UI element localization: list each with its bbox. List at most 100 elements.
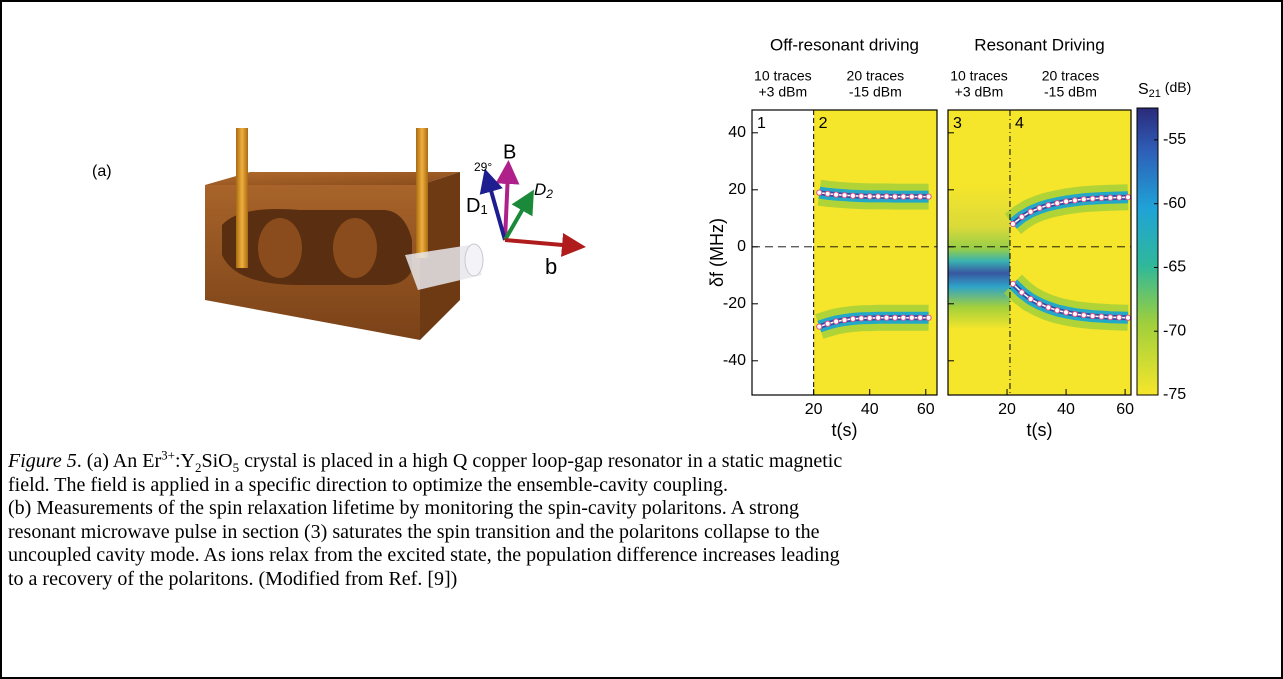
data-point: [908, 193, 915, 200]
data-point: [917, 193, 924, 200]
angle-label: 29°: [474, 160, 492, 174]
caption-line: field. The field is applied in a specifi…: [8, 473, 728, 496]
section-number: 3: [953, 115, 962, 132]
panel-title: Resonant Driving: [974, 35, 1104, 54]
data-point: [900, 193, 907, 200]
axis-label: D: [534, 180, 546, 199]
caption-line: uncoupled cavity mode. As ions relax fro…: [8, 544, 840, 566]
x-tick-label: 20: [805, 401, 823, 418]
data-point: [1107, 194, 1114, 201]
caption-text: crystal is placed in a high Q copper loo…: [239, 450, 843, 472]
data-point: [1124, 314, 1132, 321]
plot-frame: [751, 109, 938, 396]
data-point: [891, 193, 899, 200]
data-point: [1089, 312, 1096, 320]
axis-label: D2: [534, 180, 553, 201]
resonator-illustration: [205, 128, 484, 340]
data-point: [908, 314, 915, 321]
heatmap-background: [813, 110, 937, 395]
section-number: 4: [1015, 115, 1024, 132]
colorbar-tick-label: -75: [1163, 386, 1186, 403]
data-point: [1045, 304, 1052, 311]
data-point: [849, 315, 857, 323]
data-point: [1018, 289, 1025, 296]
caption-text: 2: [194, 460, 202, 475]
data-point: [875, 314, 882, 321]
caption-text: :Y: [174, 450, 195, 472]
colorbar-tick-label: -60: [1163, 195, 1186, 212]
data-point: [1036, 300, 1043, 307]
data-point: [816, 189, 823, 196]
data-point: [1116, 314, 1123, 321]
axis-label: D1: [466, 195, 488, 217]
y-axis-label: δf (MHz): [707, 218, 727, 287]
data-point: [1071, 310, 1079, 318]
caption-text: 5: [232, 460, 240, 475]
figure: (a) 29° B D1 D2 b 20 40 60-40-2002040t(s)δ…: [92, 35, 1191, 439]
section-header: 20 traces: [847, 68, 905, 84]
caption: Figure 5. (a) An Er3+:Y2SiO5 crystal is …: [8, 447, 1278, 591]
data-point: [883, 193, 890, 200]
y-tick-label: 20: [728, 181, 746, 198]
data-point: [1054, 200, 1061, 207]
colorbar-tick-label: -55: [1163, 131, 1186, 148]
x-tick-label: 60: [917, 401, 935, 418]
data-point: [1009, 280, 1017, 287]
axis-label: b: [545, 254, 557, 279]
axes-illustration: [479, 160, 586, 257]
axis-subscript: 1: [480, 202, 487, 217]
axis-subscript: 2: [545, 187, 553, 201]
caption-text: 3+: [161, 447, 175, 463]
data-point: [841, 192, 848, 199]
heatmap-background: [1009, 110, 1131, 395]
caption-text: Figure 5: [8, 450, 77, 472]
y-tick-label: -40: [723, 352, 746, 369]
data-point: [925, 193, 932, 200]
data-point: [891, 314, 899, 321]
x-tick-label: 60: [1116, 401, 1134, 418]
x-tick-label: 40: [1057, 401, 1075, 418]
caption-text: SiO: [201, 450, 233, 472]
saturated-region: [948, 184, 1010, 356]
data-point: [900, 314, 907, 321]
data-point: [816, 323, 823, 330]
colorbar-tick-label: -65: [1163, 259, 1186, 276]
data-point: [1018, 213, 1025, 220]
data-point: [1098, 194, 1105, 202]
data-point: [1071, 197, 1079, 204]
data-point: [917, 314, 924, 321]
x-tick-label: 40: [861, 401, 879, 418]
caption-line: resonant microwave pulse in section (3) …: [8, 520, 820, 543]
data-point: [1116, 194, 1123, 201]
section-header: -15 dBm: [849, 84, 902, 100]
section-header: +3 dBm: [759, 84, 808, 100]
data-point: [925, 314, 932, 321]
data-point: [1009, 220, 1017, 228]
panel-title: Off-resonant driving: [770, 35, 919, 54]
data-point: [824, 190, 831, 197]
y-tick-label: -20: [723, 295, 746, 312]
data-point: [832, 318, 840, 325]
data-point: [1062, 198, 1070, 205]
data-point: [866, 314, 873, 322]
caption-text: . (a) An Er: [76, 450, 162, 472]
section-header: 10 traces: [950, 68, 1008, 84]
colorbar: [1136, 107, 1159, 396]
data-point: [1045, 202, 1052, 209]
caption-line: to a recovery of the polaritons. (Modifi…: [8, 567, 458, 590]
data-point: [832, 191, 840, 198]
data-point: [1036, 204, 1043, 212]
colorbar-label: S: [1138, 81, 1149, 98]
data-point: [858, 315, 865, 322]
data-point: [1080, 196, 1087, 203]
data-point: [1027, 295, 1034, 303]
section-header: -15 dBm: [1044, 84, 1097, 100]
data-point: [866, 193, 873, 200]
data-point: [1124, 194, 1132, 201]
section-number: 2: [819, 115, 828, 132]
data-point: [1054, 307, 1061, 314]
data-point: [858, 192, 865, 200]
data-point: [883, 314, 890, 321]
